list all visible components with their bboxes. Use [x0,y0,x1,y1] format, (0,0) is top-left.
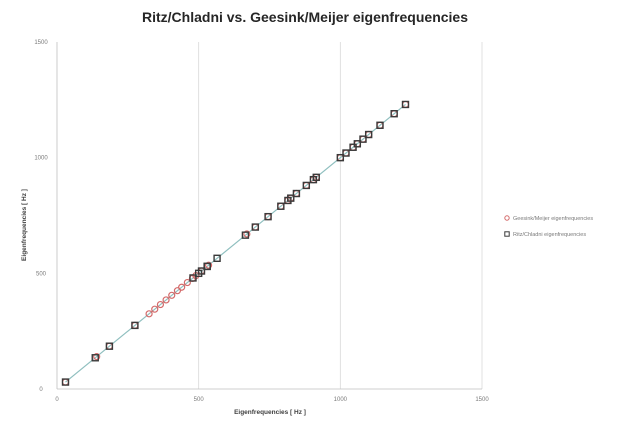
ritz-point [241,231,250,239]
ritz-point [364,130,373,139]
ritz-point [287,194,295,202]
ritz-point [376,121,384,129]
geesink-point [178,283,186,291]
ritz-point [401,100,410,109]
legend-marker-square [504,231,510,237]
geesink-point [93,353,101,361]
ritz-point [342,149,350,157]
geesink-point [183,278,191,287]
x-tick-label: 500 [194,397,205,403]
ritz-point [189,274,197,282]
x-tick-label: 0 [55,397,59,403]
geesink-point [162,296,170,304]
gridlines [198,42,483,389]
geesink-point [145,310,153,318]
geesink-point [204,261,213,269]
geesink-point [243,230,251,238]
geesink-point [156,300,165,309]
y-tick-label: 1500 [34,40,48,46]
ritz-point [105,342,114,350]
ritz-point [203,262,211,271]
x-tick-label: 1000 [334,397,348,403]
y-tick-label: 0 [39,387,43,393]
ritz-point [251,223,260,231]
legend-marker-circle [504,215,510,221]
geesink-point [173,287,182,295]
ritz-point [61,378,70,386]
ritz-point [359,135,367,143]
ritz-point [292,189,301,198]
ritz-point [312,173,320,182]
x-axis-title: Eigenfrequencies [ Hz ] [234,409,306,416]
axes: 0 500 1000 1500 0 500 1000 1500 [34,40,489,403]
geesink-point [168,291,176,299]
ritz-point [213,254,221,262]
ritz-point [302,181,311,190]
legend-label: Ritz/Chladni eigenfrequencies [513,232,586,238]
y-tick-label: 1000 [34,156,48,162]
y-tick-label: 500 [36,271,47,277]
ritz-point [197,267,206,275]
ritz-point [277,202,285,210]
legend: Geesink/Meijer eigenfrequencies Ritz/Chla… [504,215,593,238]
legend-label: Geesink/Meijer eigenfrequencies [513,216,593,222]
ritz-point [353,140,362,148]
ritz-point [390,110,398,118]
x-tick-label: 1500 [475,397,489,403]
y-axis-title: Eigenfrequencies [ Hz ] [21,189,28,261]
data-points [61,100,410,386]
chart-title: Ritz/Chladni vs. Geesink/Meijer eigenfre… [142,9,468,25]
geesink-point [151,305,159,313]
ritz-point [91,354,99,362]
ritz-point [131,321,139,330]
ritz-point [264,212,272,221]
ritz-point [336,153,345,162]
